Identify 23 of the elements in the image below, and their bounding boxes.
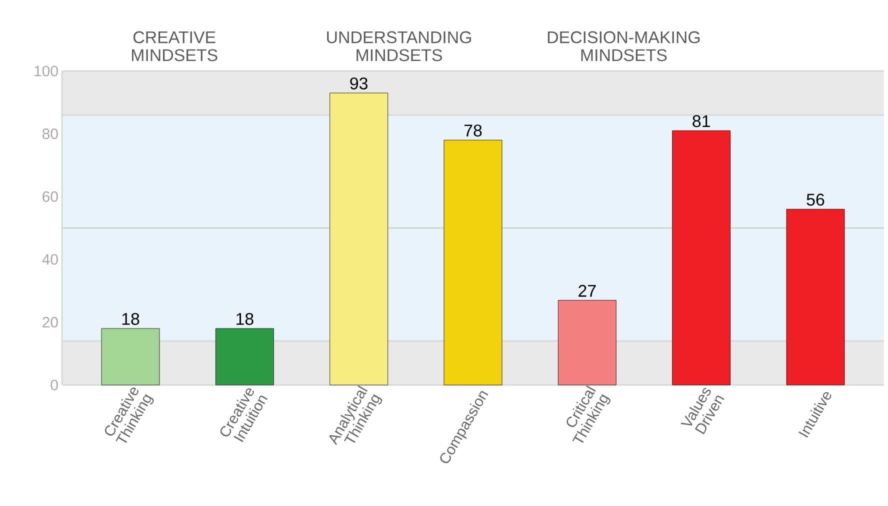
bar	[786, 208, 845, 386]
data-label: 81	[692, 115, 710, 128]
text: UNDERSTANDING MINDSETS	[327, 31, 471, 62]
bar	[215, 328, 274, 386]
data-label: 56	[806, 194, 824, 206]
y-tick-label: 20	[42, 316, 58, 328]
bar	[558, 300, 616, 386]
data-label: 18	[122, 312, 140, 325]
y-tick-label: 60	[42, 191, 58, 202]
bar	[101, 328, 160, 386]
bar	[330, 92, 388, 386]
bar	[444, 140, 502, 386]
data-label: 78	[464, 124, 482, 137]
text: DECISION-MAKING MINDSETS	[548, 31, 700, 62]
data-label: 27	[578, 284, 596, 297]
y-tick-label: 40	[42, 254, 58, 265]
y-tick-label: 0	[50, 380, 58, 390]
bar	[672, 130, 731, 386]
y-tick-label: 80	[42, 128, 58, 140]
data-label: 18	[236, 312, 254, 325]
y-tick-label: 100	[34, 66, 58, 76]
data-label: 93	[350, 77, 368, 90]
text: CREATIVE MINDSETS	[132, 31, 218, 62]
